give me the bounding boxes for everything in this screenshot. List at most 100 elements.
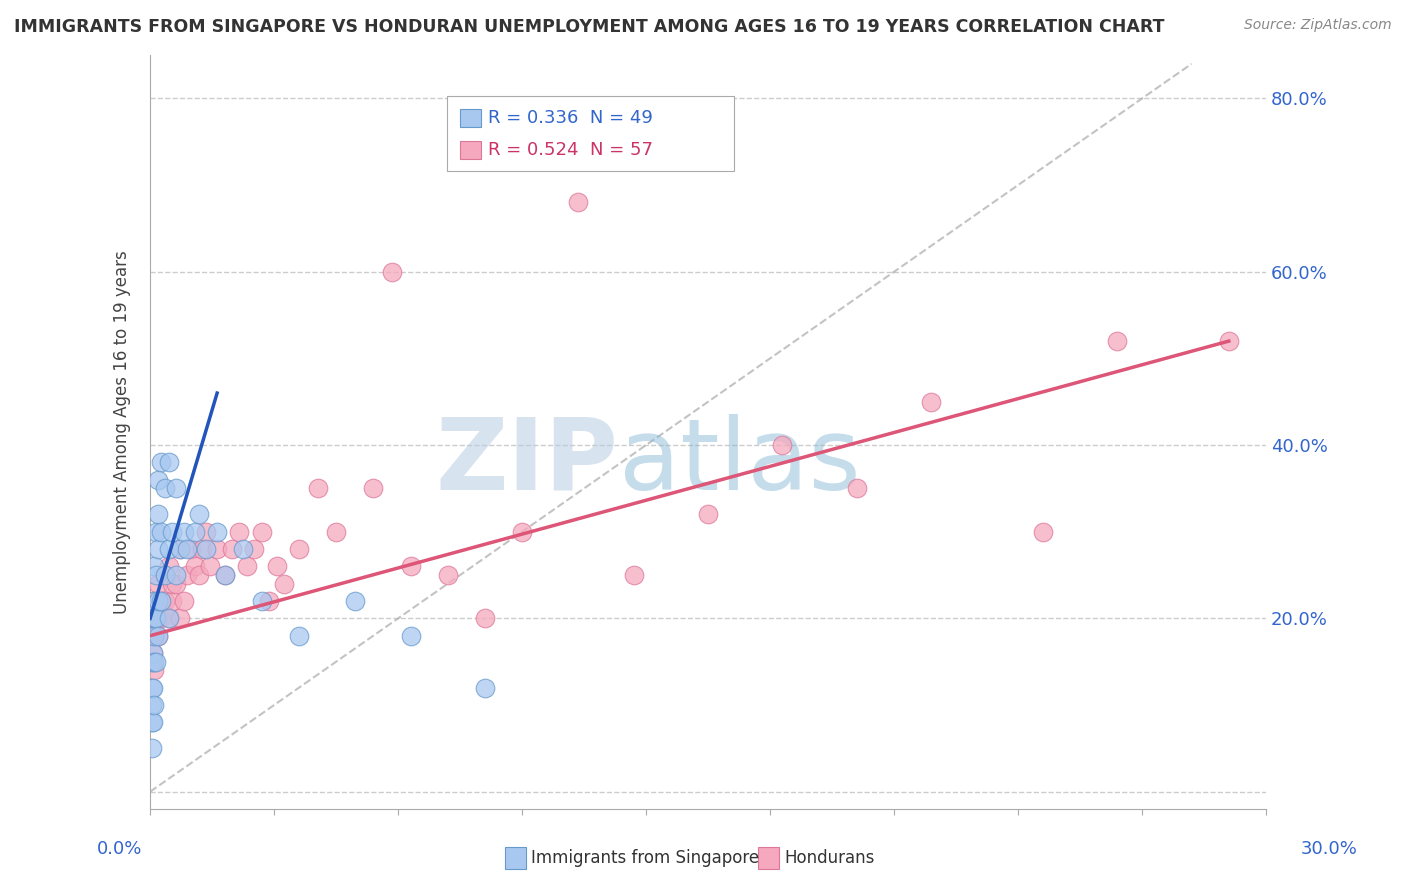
Point [165, 576, 187, 591]
Text: IMMIGRANTS FROM SINGAPORE VS HONDURAN UNEMPLOYMENT AMONG AGES 16 TO 19 YEARS COR: IMMIGRANTS FROM SINGAPORE VS HONDURAN UN… [14, 18, 1164, 36]
Point [146, 576, 169, 591]
Point [228, 524, 250, 539]
Text: 30.0%: 30.0% [1301, 840, 1357, 858]
Point [153, 568, 176, 582]
Point [146, 629, 169, 643]
Point [173, 594, 195, 608]
Point [142, 594, 165, 608]
Point [150, 594, 173, 608]
Point [399, 559, 422, 574]
Point [153, 482, 176, 496]
Point [399, 629, 422, 643]
Point [142, 559, 165, 574]
Point [169, 542, 191, 557]
Point [510, 524, 533, 539]
Point [325, 524, 347, 539]
Point [165, 482, 187, 496]
Point [165, 568, 187, 582]
Point [157, 611, 180, 625]
Point [243, 542, 266, 557]
Point [474, 681, 496, 695]
Point [176, 568, 198, 582]
Point [214, 568, 236, 582]
Point [772, 438, 794, 452]
Point [180, 542, 202, 557]
Text: R = 0.524  N = 57: R = 0.524 N = 57 [488, 141, 652, 159]
Point [288, 629, 311, 643]
Point [176, 542, 198, 557]
Point [145, 524, 167, 539]
Point [142, 715, 165, 730]
Point [194, 542, 217, 557]
Point [157, 455, 180, 469]
Point [381, 265, 404, 279]
Text: atlas: atlas [619, 414, 860, 511]
Y-axis label: Unemployment Among Ages 16 to 19 years: Unemployment Among Ages 16 to 19 years [114, 250, 131, 614]
Point [150, 594, 173, 608]
Point [145, 611, 167, 625]
Point [169, 611, 191, 625]
Point [1218, 334, 1240, 348]
Point [184, 559, 207, 574]
Point [169, 542, 191, 557]
Point [173, 524, 195, 539]
Point [474, 611, 496, 625]
Point [141, 698, 163, 712]
Point [153, 568, 176, 582]
Point [141, 741, 163, 756]
Point [150, 611, 173, 625]
Point [141, 655, 163, 669]
Point [194, 524, 217, 539]
Point [205, 542, 228, 557]
Point [141, 681, 163, 695]
Point [343, 594, 366, 608]
Point [920, 394, 942, 409]
Point [436, 568, 458, 582]
Point [187, 568, 209, 582]
Point [142, 611, 165, 625]
Point [214, 568, 236, 582]
Point [141, 715, 163, 730]
Point [162, 524, 184, 539]
Text: Source: ZipAtlas.com: Source: ZipAtlas.com [1244, 18, 1392, 32]
Point [142, 646, 165, 660]
Point [157, 559, 180, 574]
Point [153, 594, 176, 608]
Point [142, 681, 165, 695]
Point [697, 508, 720, 522]
Point [146, 542, 169, 557]
Point [145, 655, 167, 669]
Text: Immigrants from Singapore: Immigrants from Singapore [531, 849, 759, 867]
Point [142, 698, 165, 712]
Point [157, 542, 180, 557]
Point [157, 611, 180, 625]
Point [142, 655, 165, 669]
Point [845, 482, 868, 496]
Point [150, 455, 173, 469]
Point [162, 576, 184, 591]
Point [145, 568, 167, 582]
Point [187, 508, 209, 522]
Text: R = 0.336  N = 49: R = 0.336 N = 49 [488, 109, 652, 127]
Text: 0.0%: 0.0% [97, 840, 142, 858]
Point [198, 559, 221, 574]
Point [221, 542, 243, 557]
Point [141, 655, 163, 669]
Point [363, 482, 385, 496]
Point [266, 559, 288, 574]
Point [145, 611, 167, 625]
Point [288, 542, 311, 557]
Point [142, 611, 165, 625]
Point [142, 664, 165, 678]
Point [146, 508, 169, 522]
Point [142, 594, 165, 608]
Point [250, 594, 273, 608]
Point [307, 482, 329, 496]
Point [273, 576, 295, 591]
Point [146, 473, 169, 487]
Point [142, 629, 165, 643]
Point [1032, 524, 1054, 539]
Point [184, 524, 207, 539]
Point [623, 568, 645, 582]
Point [1107, 334, 1129, 348]
